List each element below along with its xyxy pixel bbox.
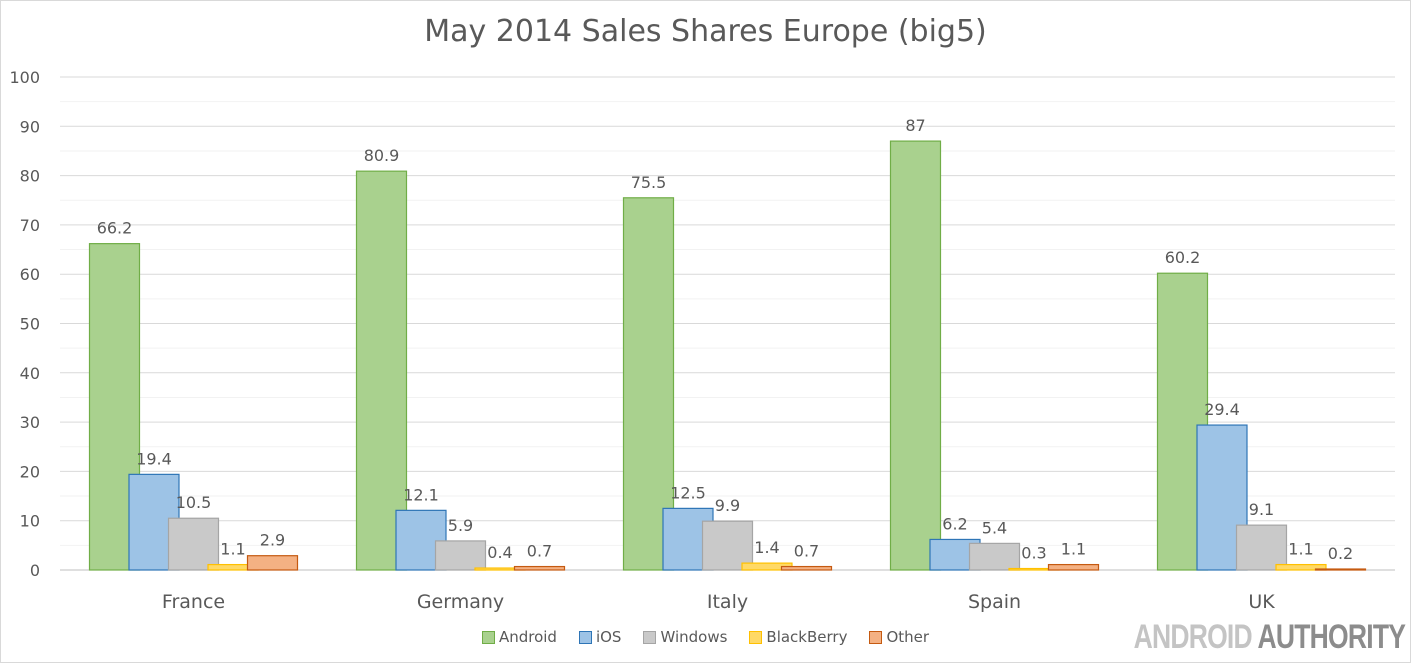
chart-title: May 2014 Sales Shares Europe (big5) (424, 14, 987, 49)
bar-android (355, 170, 408, 571)
data-label: 80.9 (364, 146, 400, 165)
x-tick-label: UK (1248, 591, 1275, 613)
y-tick-label: 50 (20, 315, 40, 334)
x-tick-label: Spain (968, 591, 1021, 613)
data-label: 6.2 (942, 514, 967, 533)
bar-blackberry (1275, 563, 1327, 571)
y-tick-label: 70 (20, 216, 40, 235)
legend-swatch (869, 630, 883, 644)
data-label: 0.7 (794, 542, 819, 561)
legend-swatch (749, 630, 763, 644)
bar-other (513, 565, 566, 571)
data-label: 9.9 (715, 496, 740, 515)
data-label: 75.5 (631, 173, 667, 192)
data-label: 9.1 (1249, 500, 1274, 519)
x-tick-label: Italy (707, 591, 748, 613)
legend-label: BlackBerry (766, 628, 848, 646)
bar-windows (968, 542, 1021, 571)
data-label: 1.1 (1288, 540, 1313, 559)
legend-item-windows: Windows (643, 628, 727, 646)
data-label: 19.4 (136, 449, 172, 468)
data-label: 1.4 (754, 538, 779, 557)
y-tick-label: 40 (20, 364, 40, 383)
legend-item-android: Android (481, 628, 557, 646)
legend-swatch (481, 630, 495, 644)
data-label: 10.5 (176, 493, 212, 512)
bar-other (1047, 563, 1100, 571)
x-tick-label: Germany (417, 591, 504, 613)
legend-swatch (578, 630, 592, 644)
data-label: 0.7 (527, 542, 552, 561)
data-label: 2.9 (260, 531, 285, 550)
x-tick-label: France (162, 591, 225, 613)
data-label: 0.3 (1021, 544, 1046, 563)
data-label: 0.4 (487, 543, 512, 562)
bar-android (889, 140, 942, 571)
data-label: 1.1 (220, 540, 245, 559)
legend-swatch (643, 630, 657, 644)
y-tick-label: 90 (20, 117, 40, 136)
y-tick-label: 10 (20, 512, 40, 531)
data-label: 12.5 (670, 483, 706, 502)
y-tick-label: 80 (20, 167, 40, 186)
y-tick-label: 0 (30, 561, 40, 580)
data-label: 0.2 (1328, 544, 1353, 563)
legend-label: iOS (595, 628, 622, 646)
legend-label: Android (498, 628, 557, 646)
data-label: 12.1 (403, 485, 439, 504)
bar-windows (1235, 524, 1288, 571)
legend-item-ios: iOS (578, 628, 622, 646)
legend-label: Other (886, 628, 930, 646)
legend-item-other: Other (869, 628, 929, 646)
bar-android (622, 197, 675, 571)
data-label: 60.2 (1165, 248, 1201, 267)
data-label: 5.9 (448, 516, 473, 535)
y-tick-label: 60 (20, 265, 40, 284)
data-label: 5.4 (982, 518, 1007, 537)
y-tick-label: 20 (20, 462, 40, 481)
bar-other (246, 555, 299, 571)
bar-other (780, 565, 833, 571)
bar-other (1314, 568, 1367, 571)
y-tick-label: 30 (20, 413, 40, 432)
data-label: 87 (905, 116, 925, 135)
y-tick-label: 100 (9, 68, 40, 87)
android-authority-logo: ANDROID AUTHORITY (1133, 618, 1405, 656)
legend-item-blackberry: BlackBerry (749, 628, 847, 646)
data-label: 29.4 (1204, 400, 1240, 419)
data-label: 66.2 (97, 219, 133, 238)
data-label: 1.1 (1061, 540, 1086, 559)
legend: Android iOS Windows BlackBerry Other (0, 628, 1411, 646)
bar-windows (167, 517, 220, 571)
bar-windows (434, 540, 487, 571)
legend-label: Windows (660, 628, 728, 646)
bar-windows (701, 520, 754, 571)
